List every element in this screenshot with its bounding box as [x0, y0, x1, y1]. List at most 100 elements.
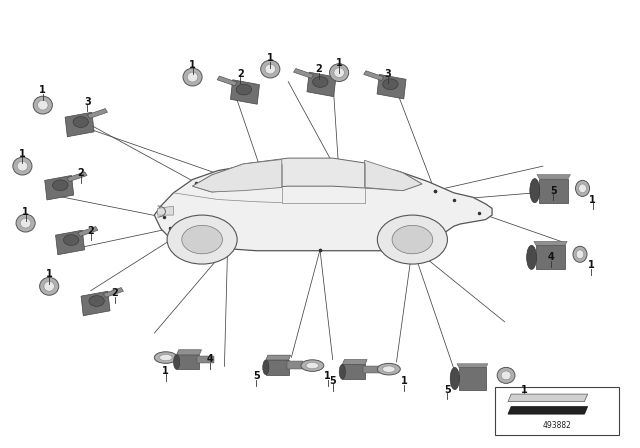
Text: 2: 2: [316, 64, 322, 74]
Ellipse shape: [188, 72, 198, 82]
Circle shape: [312, 77, 328, 87]
Text: 5: 5: [253, 371, 260, 381]
Polygon shape: [65, 112, 94, 137]
Ellipse shape: [265, 64, 276, 74]
Polygon shape: [508, 406, 588, 414]
Text: 493882: 493882: [543, 421, 572, 430]
Ellipse shape: [40, 277, 59, 295]
Ellipse shape: [183, 68, 202, 86]
Ellipse shape: [334, 68, 344, 78]
Text: 1: 1: [520, 385, 527, 395]
Polygon shape: [294, 69, 314, 78]
Polygon shape: [193, 159, 282, 192]
Text: 3: 3: [384, 69, 391, 78]
Polygon shape: [537, 175, 570, 179]
Text: 2: 2: [111, 288, 118, 298]
Text: 1: 1: [401, 376, 408, 386]
Text: 4: 4: [206, 354, 213, 364]
Polygon shape: [193, 158, 422, 192]
Polygon shape: [540, 179, 568, 202]
Ellipse shape: [378, 363, 400, 375]
Polygon shape: [287, 361, 303, 369]
Text: 5: 5: [444, 385, 451, 395]
Ellipse shape: [159, 354, 172, 361]
Ellipse shape: [330, 64, 349, 82]
Ellipse shape: [576, 250, 584, 258]
Text: 2: 2: [237, 69, 244, 78]
Ellipse shape: [44, 281, 54, 291]
Text: 5: 5: [550, 185, 557, 196]
Circle shape: [89, 296, 104, 306]
Polygon shape: [363, 366, 380, 373]
Polygon shape: [536, 246, 565, 269]
Circle shape: [63, 235, 79, 246]
Polygon shape: [508, 394, 588, 402]
Ellipse shape: [383, 366, 395, 372]
Polygon shape: [45, 176, 74, 200]
Ellipse shape: [173, 355, 180, 369]
Text: 1: 1: [324, 371, 331, 381]
Circle shape: [236, 84, 252, 95]
Ellipse shape: [13, 157, 32, 175]
Text: 1: 1: [163, 366, 169, 376]
Ellipse shape: [33, 96, 52, 114]
Polygon shape: [230, 80, 259, 104]
Ellipse shape: [154, 352, 177, 363]
Bar: [495, 387, 620, 435]
Text: 1: 1: [267, 53, 274, 63]
Polygon shape: [67, 172, 87, 181]
Text: 1: 1: [46, 269, 52, 279]
Polygon shape: [342, 360, 367, 365]
Ellipse shape: [38, 100, 48, 110]
Polygon shape: [88, 108, 108, 118]
Polygon shape: [56, 230, 84, 255]
Ellipse shape: [16, 214, 35, 232]
Ellipse shape: [306, 362, 319, 369]
Polygon shape: [78, 227, 98, 237]
Text: 4: 4: [547, 252, 554, 263]
Polygon shape: [534, 241, 567, 246]
Polygon shape: [459, 367, 486, 389]
Ellipse shape: [301, 360, 324, 371]
Circle shape: [392, 225, 433, 254]
Ellipse shape: [501, 371, 511, 380]
Ellipse shape: [20, 218, 31, 228]
Polygon shape: [266, 355, 291, 360]
Text: 5: 5: [330, 376, 336, 386]
Ellipse shape: [497, 367, 515, 383]
Polygon shape: [342, 365, 365, 379]
Polygon shape: [157, 206, 173, 215]
Polygon shape: [266, 360, 289, 375]
Ellipse shape: [339, 365, 346, 379]
Polygon shape: [177, 350, 202, 355]
Polygon shape: [457, 364, 488, 367]
Ellipse shape: [450, 367, 460, 389]
Ellipse shape: [579, 184, 586, 193]
Circle shape: [167, 215, 237, 264]
Ellipse shape: [575, 181, 589, 196]
Polygon shape: [197, 356, 214, 363]
Polygon shape: [154, 162, 492, 251]
Polygon shape: [103, 288, 124, 297]
Ellipse shape: [260, 60, 280, 78]
Ellipse shape: [263, 360, 269, 375]
Polygon shape: [365, 160, 422, 190]
Text: 1: 1: [40, 86, 46, 95]
Circle shape: [378, 215, 447, 264]
Ellipse shape: [527, 246, 536, 269]
Ellipse shape: [530, 179, 540, 202]
Polygon shape: [307, 72, 336, 97]
Text: 3: 3: [84, 97, 91, 107]
Circle shape: [52, 180, 68, 191]
Text: 1: 1: [22, 207, 29, 216]
Ellipse shape: [573, 246, 587, 262]
Text: 1: 1: [589, 194, 596, 205]
Text: 1: 1: [336, 58, 342, 68]
Polygon shape: [177, 355, 200, 369]
Text: 1: 1: [19, 149, 26, 159]
Text: 2: 2: [77, 168, 84, 178]
Text: 1: 1: [588, 260, 594, 270]
Polygon shape: [377, 74, 406, 99]
Text: 1: 1: [189, 60, 196, 69]
Polygon shape: [81, 291, 110, 316]
